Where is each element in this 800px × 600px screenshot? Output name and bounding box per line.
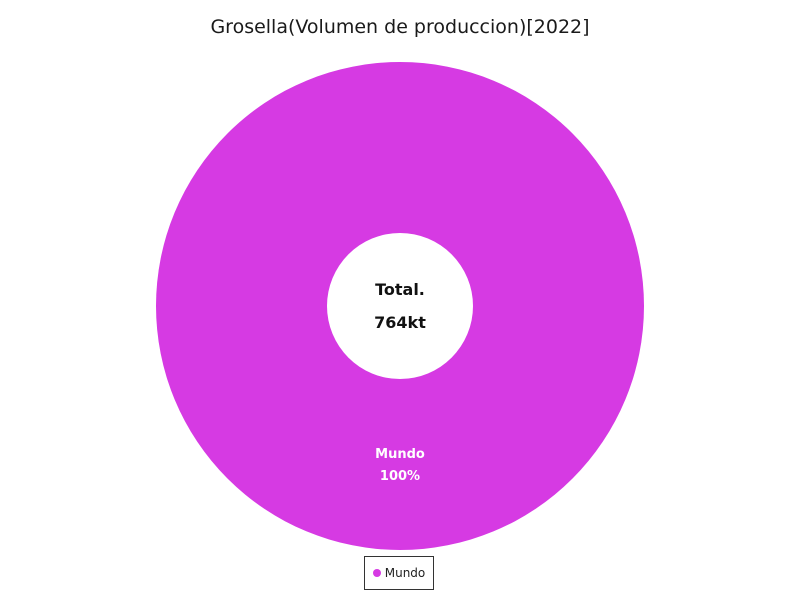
legend-label-mundo: Mundo (384, 566, 426, 580)
center-label: Total. (375, 280, 425, 299)
slice-percent-mundo: 100% (380, 469, 420, 484)
slice-label-mundo: Mundo (375, 447, 425, 462)
center-value: 764kt (374, 313, 426, 332)
donut-hole (327, 233, 473, 379)
legend[interactable]: Mundo (364, 556, 434, 590)
legend-swatch (372, 569, 381, 577)
chart-title: Grosella(Volumen de produccion)[2022] (210, 16, 590, 38)
